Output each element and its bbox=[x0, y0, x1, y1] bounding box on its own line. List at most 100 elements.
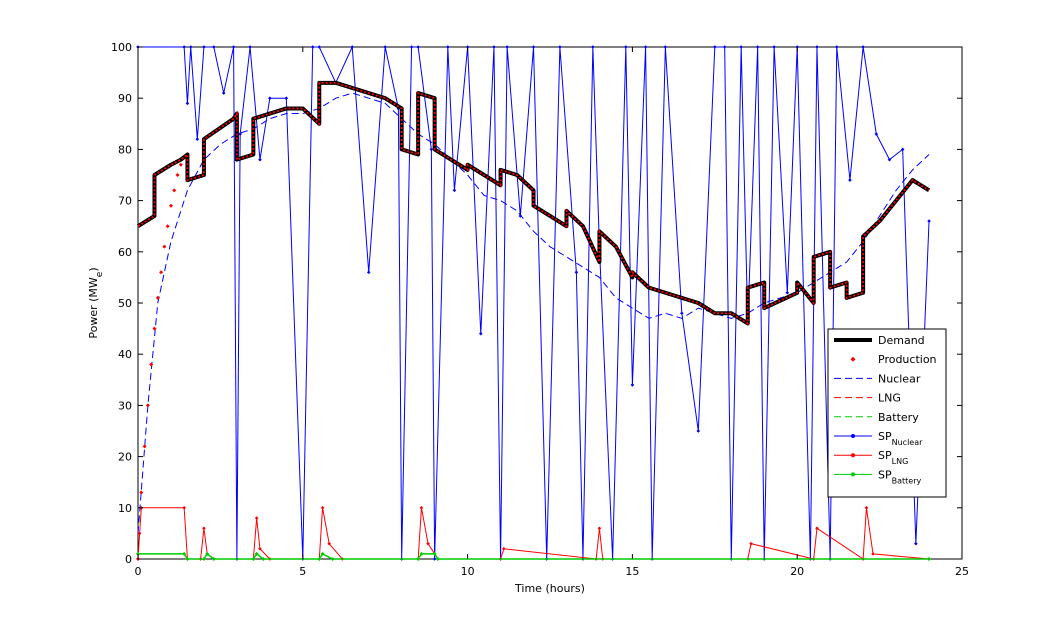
x-tick-label: 10 bbox=[461, 565, 475, 578]
sp-lng-point bbox=[137, 531, 142, 536]
sp-nuclear-point bbox=[221, 91, 226, 95]
legend: Demand Production Nuclear LNG Battery SPNucle… bbox=[827, 328, 947, 498]
legend-label-text: SP bbox=[878, 430, 892, 443]
production-point bbox=[168, 203, 173, 208]
sp-nuclear-point bbox=[195, 137, 200, 141]
sp-battery-point bbox=[251, 557, 256, 561]
legend-label-subscript: Battery bbox=[892, 476, 922, 485]
y-tick-label: 20 bbox=[118, 451, 132, 464]
production-point bbox=[152, 326, 157, 331]
sp-nuclear-point bbox=[887, 157, 892, 162]
sp-nuclear-point bbox=[268, 96, 272, 100]
sp-battery-point bbox=[432, 551, 437, 556]
sp-battery-point bbox=[205, 551, 210, 556]
sp-nuclear-point bbox=[212, 45, 216, 49]
sp-battery-point bbox=[317, 557, 322, 561]
sp-nuclear-point bbox=[310, 45, 315, 49]
sp-nuclear-point bbox=[713, 45, 717, 49]
sp-lng-point bbox=[502, 546, 506, 551]
sp-nuclear-point bbox=[284, 96, 289, 100]
sp-battery-point bbox=[185, 557, 190, 561]
legend-label: Battery bbox=[878, 411, 919, 424]
sp-nuclear-point bbox=[927, 219, 931, 223]
y-tick-label: 70 bbox=[118, 195, 132, 208]
sp-nuclear-point bbox=[900, 147, 905, 152]
legend-box bbox=[827, 328, 947, 498]
legend-label-text: Nuclear bbox=[878, 372, 921, 385]
legend-label-subscript: LNG bbox=[892, 457, 909, 466]
sp-nuclear-line bbox=[138, 46, 930, 560]
production-point bbox=[162, 244, 167, 249]
sp-nuclear-point bbox=[182, 45, 186, 49]
production-point bbox=[178, 162, 183, 167]
production-point bbox=[159, 270, 164, 275]
sp-nuclear-point bbox=[914, 541, 918, 546]
legend-swatch-marker bbox=[851, 434, 855, 438]
legend-entry: Battery bbox=[834, 411, 919, 424]
production-markers bbox=[136, 162, 183, 561]
plot-area: 0 5 10 15 20 25 0 10 20 30 40 50 60 70 80 90 100 bbox=[111, 41, 969, 578]
sp-battery-point bbox=[211, 557, 216, 561]
sp-lng-point bbox=[426, 541, 430, 546]
sp-battery-point bbox=[927, 557, 932, 561]
sp-battery-point bbox=[201, 557, 206, 561]
production-overlay-line bbox=[137, 81, 930, 326]
legend-label: Nuclear bbox=[878, 372, 921, 385]
sp-nuclear-point bbox=[624, 45, 628, 49]
sp-nuclear-point bbox=[834, 45, 839, 49]
legend-entry: Demand bbox=[834, 334, 925, 347]
legend-swatch-marker bbox=[851, 453, 855, 458]
axes-box bbox=[137, 46, 963, 560]
sp-nuclear-point bbox=[772, 45, 776, 49]
sp-nuclear-point bbox=[185, 101, 190, 106]
legend-entry: SPNuclear bbox=[834, 430, 923, 447]
sp-nuclear-point bbox=[366, 270, 371, 275]
legend-entry: LNG bbox=[834, 392, 901, 405]
sp-nuclear-point bbox=[531, 45, 536, 49]
legend-swatch bbox=[850, 356, 856, 362]
sp-nuclear-point bbox=[591, 45, 595, 49]
sp-nuclear-point bbox=[874, 132, 879, 136]
sp-nuclear-point bbox=[432, 557, 437, 561]
y-axis-label-sub: e bbox=[95, 271, 105, 277]
production-point bbox=[139, 490, 144, 495]
legend-label-text: Demand bbox=[878, 334, 925, 347]
sp-nuclear-point bbox=[574, 270, 579, 275]
y-tick-label: 40 bbox=[118, 348, 132, 361]
y-tick-label: 10 bbox=[118, 502, 132, 515]
sp-nuclear-point bbox=[317, 45, 322, 49]
y-tick-label: 60 bbox=[118, 246, 132, 259]
production-point bbox=[149, 362, 154, 367]
y-tick-label: 30 bbox=[118, 399, 132, 412]
sp-nuclear-point bbox=[202, 45, 206, 49]
sp-nuclear-point bbox=[680, 311, 684, 316]
sp-nuclear-point bbox=[739, 45, 743, 49]
sp-lng-point bbox=[254, 516, 259, 520]
production-point bbox=[145, 403, 150, 408]
sp-nuclear-point bbox=[350, 45, 355, 49]
sp-nuclear-point bbox=[505, 45, 509, 49]
y-axis-label-close: ) bbox=[87, 267, 100, 271]
series-layer bbox=[136, 45, 932, 561]
sp-lng-point bbox=[419, 506, 424, 510]
sp-lng-point bbox=[258, 546, 262, 551]
legend-label-text: Production bbox=[878, 353, 937, 366]
x-tick-label: 25 bbox=[955, 565, 969, 578]
legend-entry: SPBattery bbox=[834, 468, 922, 485]
sp-nuclear-point bbox=[429, 147, 434, 152]
sp-lng-point bbox=[202, 526, 206, 531]
y-tick-label: 90 bbox=[118, 92, 132, 105]
x-axis-label: Time (hours) bbox=[514, 582, 585, 595]
y-tick-label: 80 bbox=[118, 143, 132, 156]
legend-entry: Nuclear bbox=[834, 372, 921, 385]
legend-entry: SPLNG bbox=[834, 449, 908, 466]
sp-nuclear-point bbox=[755, 45, 760, 49]
sp-nuclear-point bbox=[643, 45, 648, 49]
sp-battery-markers bbox=[136, 551, 932, 561]
sp-lng-point bbox=[327, 541, 331, 546]
sp-nuclear-point bbox=[478, 331, 483, 336]
legend-label-text: Battery bbox=[878, 411, 919, 424]
ticks-layer: 0 5 10 15 20 25 0 10 20 30 40 50 60 70 80 90 100 bbox=[111, 41, 969, 578]
sp-battery-point bbox=[261, 557, 266, 561]
